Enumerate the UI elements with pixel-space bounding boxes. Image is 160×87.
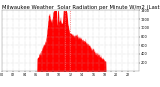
Text: Milwaukee Weather  Solar Radiation per Minute W/m2 (Last 24 Hours): Milwaukee Weather Solar Radiation per Mi… (2, 5, 160, 10)
